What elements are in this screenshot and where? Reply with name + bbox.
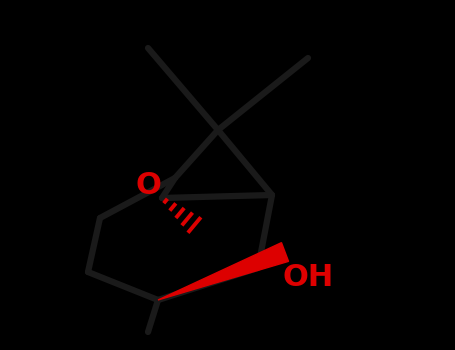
Polygon shape xyxy=(158,243,288,300)
Text: O: O xyxy=(135,170,161,199)
Text: OH: OH xyxy=(283,264,334,293)
